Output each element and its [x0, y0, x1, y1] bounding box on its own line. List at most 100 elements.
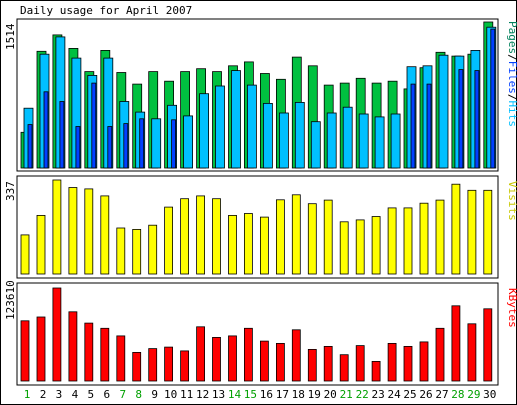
bar-visits-day-5 [84, 188, 94, 275]
kbytes-axis-label: KBytes [506, 288, 517, 328]
bar-pages-day-30 [490, 28, 496, 169]
bar-kbytes-day-5 [84, 322, 94, 382]
bar-visits-day-24 [387, 207, 397, 275]
bar-kbytes-day-14 [228, 335, 237, 382]
bar-visits-day-15 [243, 213, 253, 275]
bar-files-day-15 [246, 84, 257, 169]
bar-pages-day-8 [139, 118, 145, 169]
bar-files-day-19 [310, 121, 321, 169]
bar-kbytes-day-29 [467, 323, 477, 382]
bar-pages-day-4 [75, 126, 81, 169]
bar-pages-day-10 [171, 119, 177, 169]
x-tick-label-day-1: 1 [24, 388, 31, 401]
bar-visits-day-2 [36, 214, 46, 275]
x-tick-label-day-20: 20 [324, 388, 337, 401]
bar-kbytes-day-16 [259, 340, 269, 382]
bar-kbytes-day-27 [435, 327, 445, 382]
x-tick-label-day-2: 2 [40, 388, 47, 401]
bar-visits-day-27 [435, 199, 445, 275]
bar-kbytes-day-17 [275, 342, 285, 382]
bar-kbytes-day-15 [243, 327, 253, 382]
bar-kbytes-day-12 [196, 326, 206, 382]
x-axis-labels: 1 2 3 4 5 6 7 8 9 10 11 12 13 14 15 16 17 18 19 20 21 22 23 24 2… [24, 388, 497, 401]
bar-visits-day-16 [259, 216, 269, 275]
bar-kbytes-day-23 [371, 360, 381, 382]
chart-title: Daily usage for April 2007 [20, 4, 192, 17]
ylabel-part-slash1: / [506, 54, 517, 61]
x-tick-label-day-17: 17 [276, 388, 289, 401]
bar-pages-day-3 [59, 101, 65, 169]
visits-max-label: 337 [4, 181, 17, 201]
x-tick-label-day-23: 23 [371, 388, 384, 401]
bar-files-day-22 [358, 113, 369, 169]
bar-visits-day-1 [20, 234, 30, 275]
bar-files-day-24 [390, 113, 401, 169]
visits-axis-label: Visits [506, 181, 517, 221]
bar-visits-day-14 [228, 214, 237, 275]
x-tick-label-day-25: 25 [403, 388, 416, 401]
bar-visits-day-4 [68, 187, 78, 275]
x-tick-label-day-15: 15 [244, 388, 257, 401]
bar-kbytes-day-28 [451, 305, 461, 382]
bar-pages-day-1 [27, 124, 33, 169]
bar-kbytes-day-10 [164, 346, 174, 382]
x-tick-label-day-3: 3 [56, 388, 63, 401]
bar-visits-day-11 [180, 198, 190, 275]
bar-pages-day-2 [43, 91, 49, 169]
x-tick-label-day-22: 22 [356, 388, 369, 401]
bar-pages-day-6 [107, 126, 113, 169]
bar-visits-day-13 [212, 198, 221, 275]
bar-kbytes-day-26 [419, 341, 429, 382]
x-tick-label-day-9: 9 [151, 388, 158, 401]
x-tick-label-day-24: 24 [387, 388, 401, 401]
x-tick-label-day-27: 27 [435, 388, 448, 401]
ylabel-part-hits: Hits [506, 101, 517, 128]
x-tick-label-day-28: 28 [451, 388, 464, 401]
bar-kbytes-day-25 [403, 345, 413, 382]
x-tick-label-day-21: 21 [340, 388, 353, 401]
x-tick-label-day-16: 16 [260, 388, 273, 401]
bar-visits-day-19 [307, 203, 317, 275]
bar-files-day-9 [151, 118, 162, 169]
bar-pages-day-28 [458, 69, 464, 169]
bar-kbytes-day-20 [323, 345, 333, 382]
x-tick-label-day-29: 29 [467, 388, 480, 401]
bar-files-day-11 [183, 115, 194, 169]
x-tick-label-day-13: 13 [212, 388, 225, 401]
bar-visits-day-12 [196, 195, 206, 275]
bar-kbytes-day-9 [148, 348, 158, 382]
x-tick-label-day-11: 11 [180, 388, 193, 401]
bar-visits-day-6 [100, 195, 110, 275]
hits-axis-label: Pages/Files/Hits [506, 21, 517, 127]
x-tick-label-day-5: 5 [87, 388, 94, 401]
bar-files-day-20 [326, 112, 337, 169]
bar-kbytes-day-6 [100, 327, 110, 382]
bar-visits-day-23 [371, 216, 381, 275]
bar-kbytes-day-22 [355, 345, 365, 382]
bar-kbytes-day-7 [116, 335, 126, 382]
kbytes-max-label: 123610 [4, 280, 17, 320]
bar-kbytes-day-21 [339, 354, 349, 382]
bar-pages-day-5 [91, 82, 97, 169]
bar-visits-day-25 [403, 207, 413, 275]
x-tick-label-day-10: 10 [164, 388, 177, 401]
bar-pages-day-26 [426, 83, 432, 169]
bar-visits-day-28 [451, 183, 461, 275]
bar-visits-day-3 [52, 179, 62, 275]
bar-files-day-21 [342, 106, 353, 169]
bar-visits-day-8 [132, 228, 142, 275]
x-tick-label-day-18: 18 [292, 388, 305, 401]
bar-visits-day-29 [467, 189, 477, 275]
bar-visits-day-18 [291, 194, 301, 275]
bar-kbytes-day-11 [180, 350, 190, 382]
x-tick-label-day-6: 6 [103, 388, 110, 401]
x-tick-label-day-30: 30 [483, 388, 496, 401]
bar-visits-day-21 [339, 221, 349, 275]
bar-kbytes-day-13 [212, 336, 221, 382]
bar-files-day-27 [438, 54, 449, 169]
x-tick-label-day-8: 8 [135, 388, 142, 401]
bar-kbytes-day-30 [483, 308, 493, 382]
bar-visits-day-7 [116, 227, 126, 275]
bar-visits-day-26 [419, 202, 429, 275]
